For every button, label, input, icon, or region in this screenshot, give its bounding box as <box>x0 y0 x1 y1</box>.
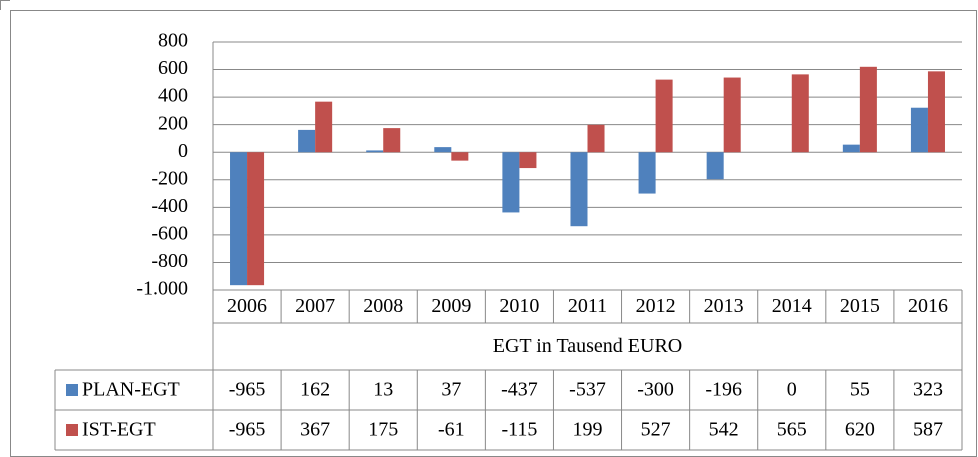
table-cell: 565 <box>777 419 807 441</box>
table-cell: -965 <box>229 379 266 401</box>
table-cell: 55 <box>850 379 870 401</box>
table-cell: 620 <box>845 419 875 441</box>
bar <box>383 128 401 153</box>
y-tick-label: -200 <box>151 167 188 189</box>
bar <box>502 152 520 213</box>
table-cell: 527 <box>641 419 671 441</box>
x-tick-label: 2008 <box>363 295 403 317</box>
legend-key <box>66 384 78 396</box>
bar <box>842 144 860 153</box>
y-tick-label: -1.000 <box>136 278 188 300</box>
bar <box>587 124 605 153</box>
bar <box>570 152 588 227</box>
table-cell: 37 <box>441 379 461 401</box>
y-tick-label: 600 <box>158 57 188 79</box>
bar <box>706 152 724 180</box>
x-tick-label: 2009 <box>431 295 471 317</box>
x-tick-label: 2015 <box>840 295 880 317</box>
y-tick-label: 200 <box>158 112 188 134</box>
table-cell: 323 <box>913 379 943 401</box>
bar <box>451 152 469 161</box>
table-cell: 587 <box>913 419 943 441</box>
x-tick-label: 2006 <box>227 295 267 317</box>
bar <box>298 129 316 153</box>
bar <box>927 71 945 153</box>
corner-mark <box>0 0 10 10</box>
table-cell: 175 <box>368 419 398 441</box>
x-tick-label: 2016 <box>908 295 948 317</box>
y-tick-label: 400 <box>158 85 188 107</box>
y-tick-label: -600 <box>151 222 188 244</box>
table-cell: -61 <box>438 419 465 441</box>
y-tick-label: -400 <box>151 195 188 217</box>
x-tick-label: 2010 <box>499 295 539 317</box>
legend-key <box>66 424 78 436</box>
x-tick-label: 2012 <box>636 295 676 317</box>
table-cell: -965 <box>229 419 266 441</box>
bar <box>655 79 673 153</box>
legend-label: PLAN-EGT <box>82 379 180 401</box>
table-cell: -115 <box>501 419 537 441</box>
x-axis-label: EGT in Tausend EURO <box>493 335 683 357</box>
chart-border <box>10 10 977 457</box>
legend-label: IST-EGT <box>82 419 156 441</box>
y-tick-label: 800 <box>158 30 188 52</box>
table-cell: 162 <box>300 379 330 401</box>
bar <box>791 74 809 153</box>
bar <box>366 150 384 153</box>
x-tick-label: 2014 <box>772 295 812 317</box>
table-cell: -196 <box>705 379 742 401</box>
y-tick-label: 0 <box>178 140 188 162</box>
x-tick-label: 2013 <box>704 295 744 317</box>
y-tick-label: -800 <box>151 250 188 272</box>
bar <box>638 152 656 194</box>
table-cell: -537 <box>569 379 606 401</box>
table-cell: -437 <box>501 379 538 401</box>
table-cell: 367 <box>300 419 330 441</box>
table-cell: -300 <box>637 379 674 401</box>
table-cell: 0 <box>787 379 797 401</box>
x-tick-label: 2011 <box>568 295 607 317</box>
x-tick-label: 2007 <box>295 295 335 317</box>
bar <box>859 66 877 153</box>
table-cell: 542 <box>709 419 739 441</box>
bar <box>434 147 452 153</box>
bar <box>247 152 265 286</box>
table-cell: 199 <box>573 419 603 441</box>
bar <box>230 152 248 286</box>
bar <box>315 101 333 153</box>
bar <box>519 152 537 169</box>
table-cell: 13 <box>373 379 393 401</box>
bar <box>910 107 928 153</box>
bar <box>723 77 741 153</box>
